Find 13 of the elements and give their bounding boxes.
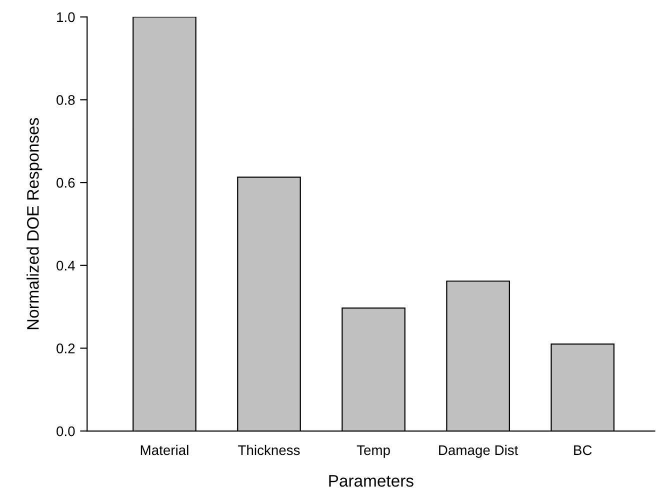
x-tick-label: Temp bbox=[356, 445, 390, 458]
y-tick-label: 0.0 bbox=[56, 426, 75, 436]
y-tick-label: 0.4 bbox=[56, 260, 75, 271]
x-tick-label: Thickness bbox=[238, 444, 300, 456]
y-tick-label: 0.8 bbox=[56, 95, 75, 105]
y-tick-label: 1.0 bbox=[57, 12, 75, 22]
x-axis-title: Parameters bbox=[329, 475, 414, 487]
x-tick-label: Damage Dist bbox=[439, 444, 518, 458]
x-tick-label: Material bbox=[140, 444, 188, 456]
x-tick-label: BC bbox=[574, 445, 592, 456]
y-tick-label: 0.6 bbox=[56, 178, 75, 188]
y-axis-title: Normalized DOE Responses bbox=[26, 118, 42, 330]
y-tick-label: 0.2 bbox=[56, 344, 75, 354]
